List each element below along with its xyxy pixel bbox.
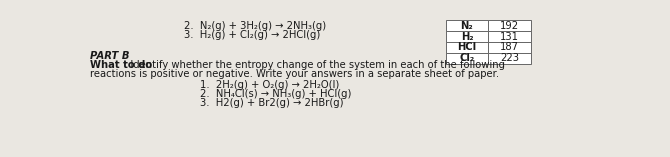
Bar (488, 53, 531, 63)
Text: 3.  H₂(g) + Cl₂(g) → 2HCl(g): 3. H₂(g) + Cl₂(g) → 2HCl(g) (184, 30, 321, 40)
Bar (488, 20, 531, 31)
Bar (446, 20, 488, 31)
Text: Cl₂: Cl₂ (460, 53, 474, 63)
Text: 3.  H2(g) + Br2(g) → 2HBr(g): 3. H2(g) + Br2(g) → 2HBr(g) (200, 98, 344, 108)
Text: N₂: N₂ (460, 21, 474, 31)
Text: 1.  2H₂(g) + O₂(g) → 2H₂O(l): 1. 2H₂(g) + O₂(g) → 2H₂O(l) (200, 80, 339, 90)
Text: reactions is positive or negative. Write your answers in a separate sheet of pap: reactions is positive or negative. Write… (90, 69, 499, 79)
Text: : Identify whether the entropy change of the system in each of the following: : Identify whether the entropy change of… (124, 60, 505, 70)
Text: What to do: What to do (90, 60, 152, 70)
Text: H₂: H₂ (461, 32, 473, 42)
Text: 131: 131 (500, 32, 519, 42)
Bar (446, 42, 488, 53)
Text: 2.  N₂(g) + 3H₂(g) → 2NH₃(g): 2. N₂(g) + 3H₂(g) → 2NH₃(g) (184, 21, 327, 31)
Text: PART B: PART B (90, 51, 129, 61)
Text: 2.  NH₄Cl(s) → NH₃(g) + HCl(g): 2. NH₄Cl(s) → NH₃(g) + HCl(g) (200, 89, 351, 99)
Bar (446, 31, 488, 42)
Text: 223: 223 (500, 53, 519, 63)
Bar (488, 31, 531, 42)
Text: 192: 192 (500, 21, 519, 31)
Bar (446, 53, 488, 63)
Text: HCl: HCl (458, 42, 476, 52)
Bar (488, 42, 531, 53)
Text: 187: 187 (500, 42, 519, 52)
